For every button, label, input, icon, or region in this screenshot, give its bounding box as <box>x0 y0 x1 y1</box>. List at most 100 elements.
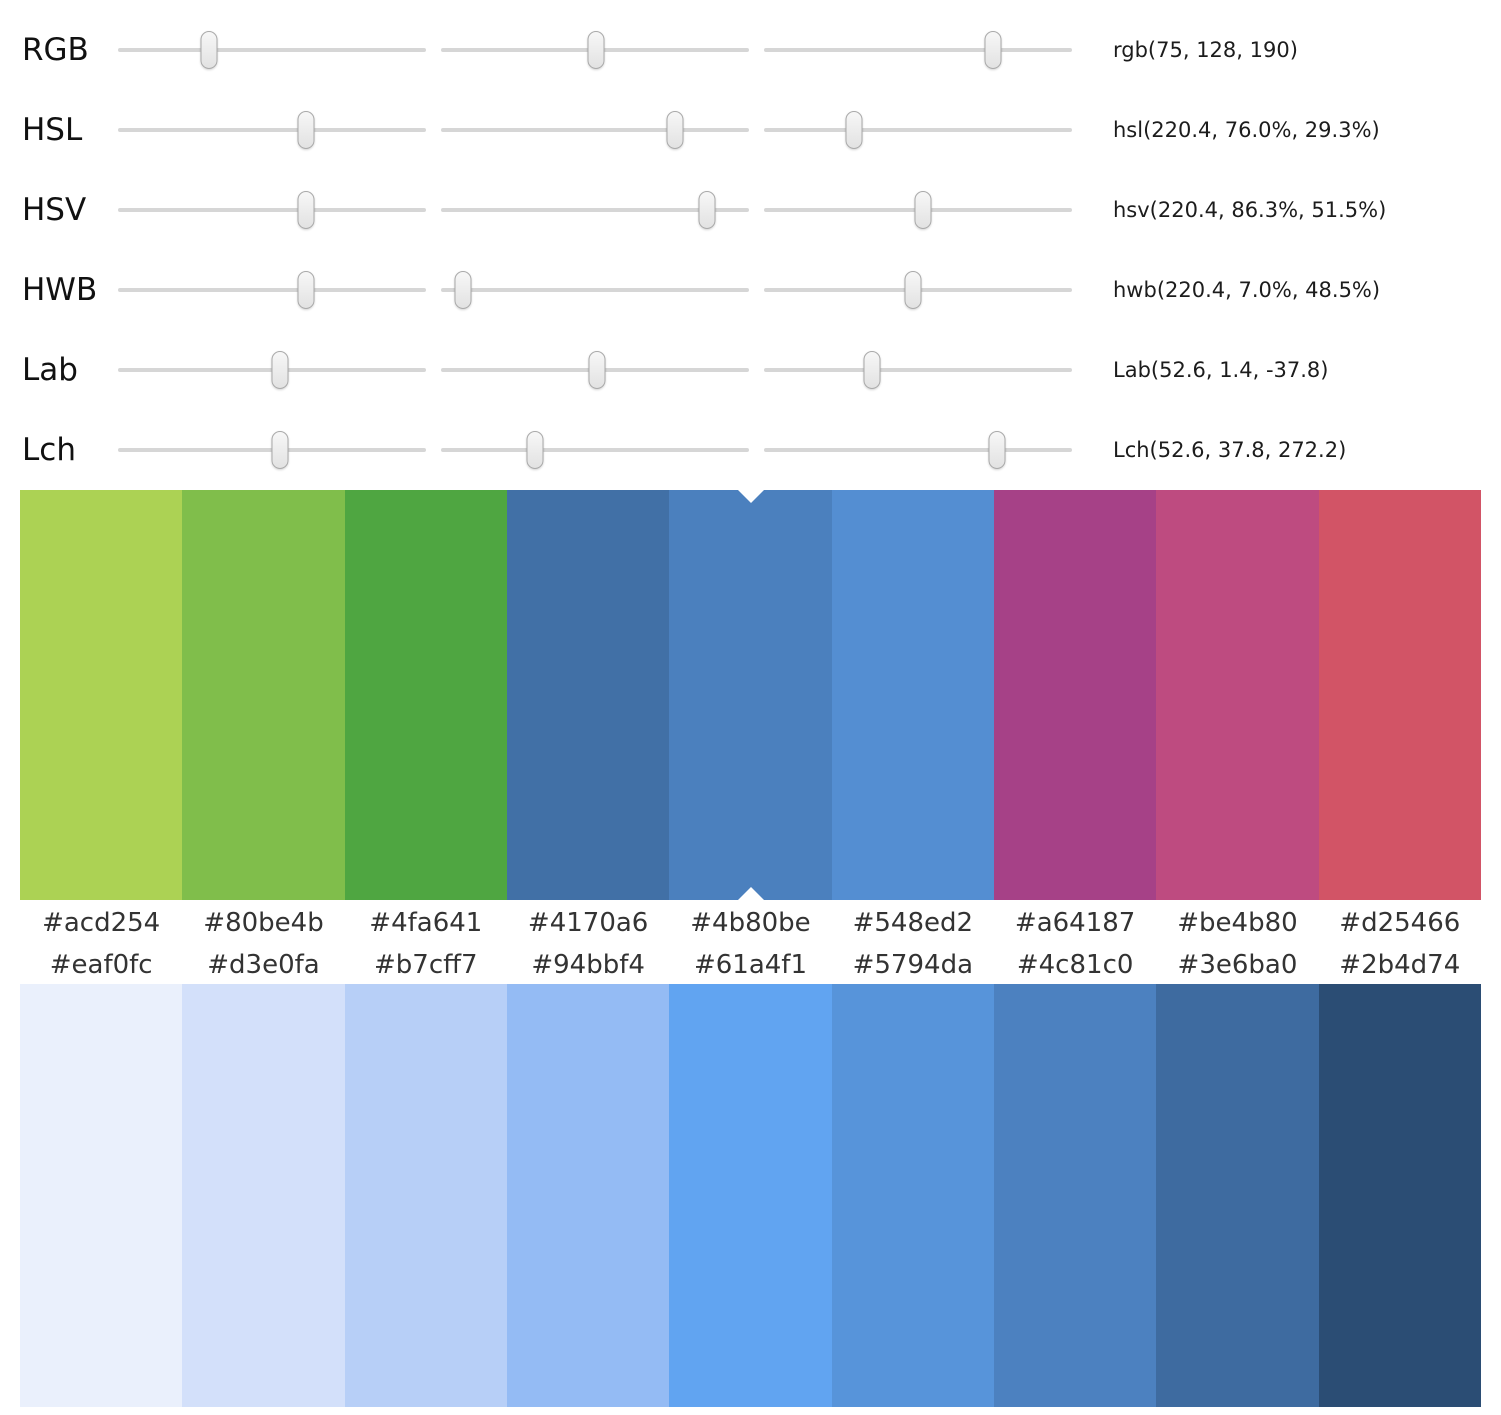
hex-code-label: #94bbf4 <box>531 950 645 980</box>
color-value-text: Lab(52.6, 1.4, -37.8) <box>1113 358 1329 382</box>
slider-track <box>441 448 749 452</box>
slider-thumb[interactable] <box>454 271 472 309</box>
slider-hsv-channel-1[interactable] <box>118 186 426 234</box>
slider-row-lab: Lab Lab(52.6, 1.4, -37.8) <box>0 330 1501 410</box>
color-swatch[interactable] <box>669 984 832 1407</box>
hex-code-label: #eaf0fc <box>49 950 153 980</box>
slider-thumb[interactable] <box>988 431 1006 469</box>
color-swatch[interactable] <box>20 490 183 900</box>
colorspace-label: HWB <box>22 272 98 308</box>
slider-thumb[interactable] <box>914 191 932 229</box>
slider-lab-channel-3[interactable] <box>764 346 1072 394</box>
hex-code-label: #5794da <box>852 950 973 980</box>
slider-thumb[interactable] <box>271 431 289 469</box>
colorspace-label: HSL <box>22 112 83 148</box>
color-swatch[interactable] <box>506 984 670 1407</box>
slider-thumb[interactable] <box>984 31 1002 69</box>
hex-code-label: #3e6ba0 <box>1177 950 1298 980</box>
slider-hsl-channel-2[interactable] <box>441 106 749 154</box>
slider-hsl-channel-1[interactable] <box>118 106 426 154</box>
hex-code-label: #4c81c0 <box>1016 950 1134 980</box>
color-swatch[interactable] <box>344 490 507 900</box>
slider-thumb[interactable] <box>297 271 315 309</box>
color-swatch[interactable] <box>1156 490 1319 900</box>
slider-track <box>118 128 426 132</box>
selected-swatch-top-marker <box>737 490 764 503</box>
color-swatch[interactable] <box>993 490 1157 900</box>
slider-track <box>764 448 1072 452</box>
slider-thumb[interactable] <box>526 431 544 469</box>
slider-thumb[interactable] <box>297 191 315 229</box>
hex-code-label: #61a4f1 <box>693 950 807 980</box>
color-swatch[interactable] <box>344 984 507 1407</box>
color-swatch[interactable] <box>182 490 345 900</box>
color-swatch[interactable] <box>993 984 1157 1407</box>
slider-panel: RGB rgb(75, 128, 190) HSL hsl(220.4, 76.0%,… <box>0 0 1501 490</box>
color-value-text: hsl(220.4, 76.0%, 29.3%) <box>1113 118 1380 142</box>
color-value-text: hsv(220.4, 86.3%, 51.5%) <box>1113 198 1387 222</box>
slider-row-lch: Lch Lch(52.6, 37.8, 272.2) <box>0 410 1501 490</box>
colorspace-label: RGB <box>22 32 89 68</box>
color-swatch[interactable] <box>1156 984 1319 1407</box>
color-swatch[interactable] <box>1318 984 1481 1407</box>
hex-labels-top: #acd254 #80be4b #4fa641 #4170a6 #4b80be #548e… <box>20 900 1481 946</box>
slider-thumb[interactable] <box>297 111 315 149</box>
colorspace-label: HSV <box>22 192 87 228</box>
color-swatch[interactable] <box>506 490 670 900</box>
hex-code-label: #4170a6 <box>527 908 649 938</box>
slider-lch-channel-3[interactable] <box>764 426 1072 474</box>
slider-hwb-channel-2[interactable] <box>441 266 749 314</box>
slider-thumb[interactable] <box>587 31 605 69</box>
hex-code-label: #2b4d74 <box>1339 950 1461 980</box>
slider-hsv-channel-2[interactable] <box>441 186 749 234</box>
slider-track <box>764 368 1072 372</box>
slider-rgb-channel-2[interactable] <box>441 26 749 74</box>
color-swatch[interactable] <box>182 984 345 1407</box>
slider-track <box>441 208 749 212</box>
slider-thumb[interactable] <box>200 31 218 69</box>
slider-thumb[interactable] <box>863 351 881 389</box>
colorspace-label: Lab <box>22 352 78 388</box>
slider-lab-channel-2[interactable] <box>441 346 749 394</box>
color-swatch[interactable] <box>20 984 183 1407</box>
color-swatch[interactable] <box>831 490 994 900</box>
hex-code-label: #4b80be <box>690 908 811 938</box>
hex-code-label: #b7cff7 <box>374 950 478 980</box>
slider-row-hwb: HWB hwb(220.4, 7.0%, 48.5%) <box>0 250 1501 330</box>
slider-track <box>764 128 1072 132</box>
hex-code-label: #a64187 <box>1014 908 1136 938</box>
palette-top <box>20 490 1481 900</box>
slider-hsl-channel-3[interactable] <box>764 106 1072 154</box>
slider-row-hsl: HSL hsl(220.4, 76.0%, 29.3%) <box>0 90 1501 170</box>
slider-lch-channel-1[interactable] <box>118 426 426 474</box>
hex-code-label: #d25466 <box>1339 908 1461 938</box>
slider-track <box>118 208 426 212</box>
slider-hsv-channel-3[interactable] <box>764 186 1072 234</box>
slider-track <box>118 48 426 52</box>
hex-code-label: #d3e0fa <box>207 950 320 980</box>
color-swatch[interactable] <box>831 984 994 1407</box>
slider-lch-channel-2[interactable] <box>441 426 749 474</box>
color-value-text: Lch(52.6, 37.8, 272.2) <box>1113 438 1347 462</box>
slider-hwb-channel-3[interactable] <box>764 266 1072 314</box>
slider-thumb[interactable] <box>588 351 606 389</box>
slider-thumb[interactable] <box>666 111 684 149</box>
slider-track <box>764 48 1072 52</box>
slider-rgb-channel-3[interactable] <box>764 26 1072 74</box>
hex-code-label: #80be4b <box>203 908 324 938</box>
slider-rgb-channel-1[interactable] <box>118 26 426 74</box>
color-value-text: hwb(220.4, 7.0%, 48.5%) <box>1113 278 1381 302</box>
hex-labels-bottom: #eaf0fc #d3e0fa #b7cff7 #94bbf4 #61a4f1 #5794… <box>20 946 1481 984</box>
slider-thumb[interactable] <box>271 351 289 389</box>
slider-thumb[interactable] <box>845 111 863 149</box>
slider-hwb-channel-1[interactable] <box>118 266 426 314</box>
slider-track <box>118 288 426 292</box>
slider-lab-channel-1[interactable] <box>118 346 426 394</box>
slider-thumb[interactable] <box>698 191 716 229</box>
slider-thumb[interactable] <box>904 271 922 309</box>
hex-code-label: #548ed2 <box>852 908 974 938</box>
color-swatch[interactable] <box>1318 490 1481 900</box>
color-swatch[interactable] <box>669 490 832 900</box>
color-value-text: rgb(75, 128, 190) <box>1113 38 1298 62</box>
slider-row-rgb: RGB rgb(75, 128, 190) <box>0 10 1501 90</box>
